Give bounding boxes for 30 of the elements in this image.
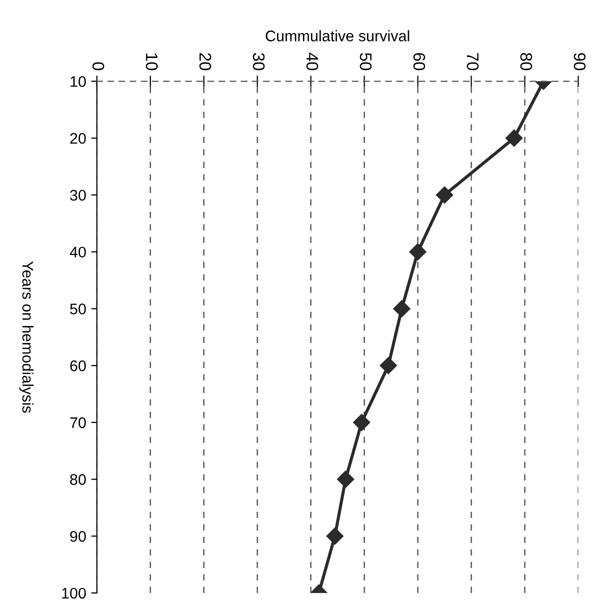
point <box>326 528 344 545</box>
y-tick-label: 30 <box>70 190 86 201</box>
x-tick-label: 60 <box>413 53 426 70</box>
y-tick-label: 80 <box>70 474 86 485</box>
y-tick-label: 100 <box>62 588 86 599</box>
y-axis-title: Years on hemodialysis <box>19 261 34 413</box>
point <box>337 470 354 488</box>
point <box>409 243 426 260</box>
y-tick-label: 20 <box>70 132 86 144</box>
point <box>353 414 370 431</box>
x-axis-title: Cummulative survival <box>266 30 410 42</box>
point <box>380 356 397 374</box>
x-tick-label: 90 <box>574 53 586 70</box>
x-tick-label: 20 <box>199 53 212 70</box>
x-tick-label: 30 <box>252 52 265 70</box>
y-tick-label: 90 <box>70 530 86 542</box>
y-tick-label: 60 <box>70 360 86 372</box>
point <box>506 130 523 147</box>
y-tick-label: 40 <box>70 246 86 258</box>
y-tick-label: 10 <box>70 76 86 87</box>
x-tick-label: 10 <box>146 54 158 70</box>
x-tick-label: 70 <box>466 53 479 70</box>
x-tick-label: 0 <box>92 62 104 70</box>
point <box>393 300 410 318</box>
y-tick-label: 70 <box>70 417 86 428</box>
y-tick-label: 50 <box>70 304 86 314</box>
x-tick-label: 40 <box>306 52 318 70</box>
point <box>436 186 454 204</box>
x-tick-label: 80 <box>520 53 532 70</box>
x-tick-label: 50 <box>360 52 372 70</box>
